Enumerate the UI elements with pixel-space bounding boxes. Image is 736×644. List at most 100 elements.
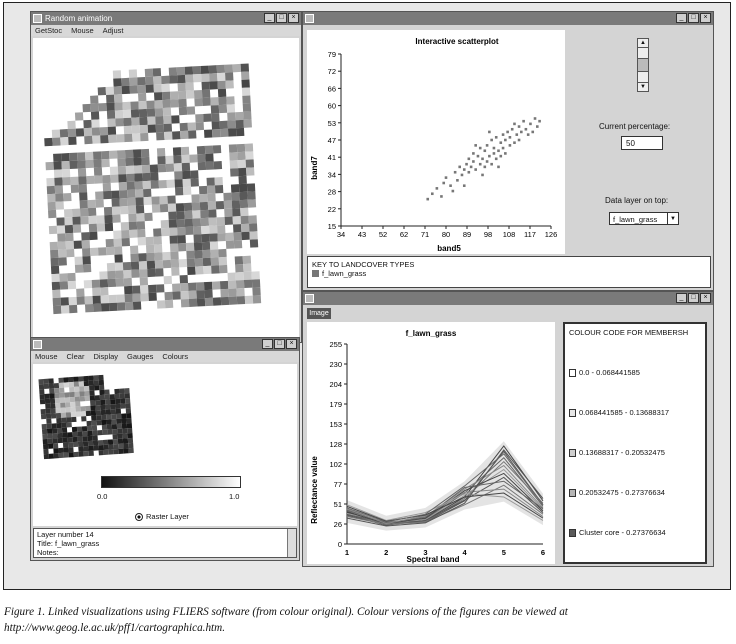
animation-titlebar[interactable]: Random animation _ □ × bbox=[31, 12, 301, 25]
scatter-point bbox=[460, 173, 464, 177]
scatterplot-panel[interactable]: Interactive scatterplot band5 band7 15 22… bbox=[307, 30, 565, 254]
info-scrollbar[interactable] bbox=[287, 529, 296, 557]
scatter-point bbox=[431, 192, 434, 196]
data-layer-select[interactable]: f_lawn_grass ▼ bbox=[609, 212, 679, 225]
raster-cell bbox=[90, 405, 96, 411]
animation-cell bbox=[114, 246, 123, 255]
minimize-icon[interactable]: _ bbox=[676, 13, 687, 23]
legend-item: Cluster core - 0.27376634 bbox=[569, 528, 666, 537]
close-icon[interactable]: × bbox=[288, 13, 299, 23]
animation-cell bbox=[123, 269, 132, 279]
scatter-point bbox=[497, 149, 500, 153]
animation-cell bbox=[201, 89, 211, 98]
spectral-profile-chart[interactable]: f_lawn_grass Spectral band Reflectance v… bbox=[307, 322, 555, 564]
animation-cell bbox=[106, 94, 115, 103]
current-percentage-input[interactable]: 50 bbox=[621, 136, 663, 150]
scatter-point bbox=[488, 130, 491, 134]
animation-cell bbox=[203, 281, 213, 291]
window-menu-icon[interactable] bbox=[305, 14, 314, 23]
minimize-icon[interactable]: _ bbox=[676, 293, 687, 303]
window-menu-icon[interactable] bbox=[305, 294, 314, 303]
scatter-point bbox=[444, 176, 448, 179]
profile-titlebar[interactable]: _ □ × bbox=[303, 292, 713, 305]
raster-cell bbox=[52, 433, 58, 439]
profile-panel[interactable]: f_lawn_grass Spectral band Reflectance v… bbox=[307, 322, 555, 564]
minimize-icon[interactable]: _ bbox=[264, 13, 275, 23]
animation-cell bbox=[128, 221, 138, 230]
raster-cell bbox=[80, 406, 86, 412]
raster-cell bbox=[90, 400, 96, 406]
raster-cell bbox=[127, 437, 134, 444]
percentage-slider[interactable]: ▲ ▼ bbox=[637, 38, 649, 92]
animation-cell bbox=[186, 106, 196, 115]
image-tab[interactable]: Image bbox=[307, 308, 331, 319]
animation-cell bbox=[219, 280, 229, 290]
animation-cell bbox=[217, 88, 227, 98]
radio-selected-icon[interactable] bbox=[135, 512, 143, 521]
animation-cell bbox=[107, 278, 117, 288]
animation-cell bbox=[107, 118, 116, 127]
animation-cell bbox=[132, 301, 142, 310]
raster-cell bbox=[110, 409, 117, 415]
menu-getstoc[interactable]: GetStoc bbox=[35, 26, 63, 35]
animation-cell bbox=[59, 273, 68, 282]
animation-cell bbox=[135, 205, 145, 214]
close-icon[interactable]: × bbox=[700, 293, 711, 303]
animation-cell bbox=[240, 207, 249, 217]
raster-layer-option[interactable]: Raster Layer bbox=[135, 512, 189, 521]
maximize-icon[interactable]: □ bbox=[688, 13, 699, 23]
raster-cell bbox=[112, 429, 118, 435]
animation-cell bbox=[140, 293, 149, 302]
random-animation-raster[interactable] bbox=[33, 38, 299, 340]
animation-cell bbox=[188, 130, 197, 139]
scatterplot-titlebar[interactable]: _ □ × bbox=[303, 12, 713, 25]
animation-cell bbox=[63, 208, 73, 218]
raster-cell bbox=[63, 377, 69, 383]
window-menu-icon[interactable] bbox=[33, 14, 42, 23]
maximize-icon[interactable]: □ bbox=[274, 339, 285, 349]
menu-mouse[interactable]: Mouse bbox=[35, 352, 58, 361]
animation-cell bbox=[227, 128, 237, 137]
animation-cell bbox=[97, 87, 107, 96]
animation-cell bbox=[206, 185, 216, 194]
menu-clear[interactable]: Clear bbox=[66, 352, 85, 361]
animation-cell bbox=[116, 302, 126, 311]
animation-cell bbox=[136, 213, 145, 222]
animation-cell bbox=[122, 261, 132, 271]
animation-cell bbox=[218, 104, 228, 114]
menu-mouse[interactable]: Mouse bbox=[71, 26, 94, 35]
animation-cell bbox=[211, 121, 220, 130]
raster-panel[interactable]: 0.0 1.0 Raster Layer bbox=[33, 364, 297, 526]
raster-cell bbox=[96, 420, 102, 426]
raster-cell bbox=[72, 436, 78, 443]
animation-cell bbox=[63, 192, 72, 202]
profile-ytick-label: 26 bbox=[334, 520, 342, 529]
scatter-point bbox=[472, 152, 475, 155]
maximize-icon[interactable]: □ bbox=[688, 293, 699, 303]
raster-map[interactable] bbox=[33, 364, 297, 526]
raster-cell bbox=[65, 407, 71, 413]
maximize-icon[interactable]: □ bbox=[276, 13, 287, 23]
minimize-icon[interactable]: _ bbox=[262, 339, 273, 349]
raster-cell bbox=[43, 378, 49, 385]
animation-cell bbox=[247, 199, 257, 208]
animation-cell bbox=[151, 204, 161, 213]
scatter-point bbox=[426, 197, 430, 201]
slider-up-arrow[interactable]: ▲ bbox=[638, 39, 648, 48]
animation-cell bbox=[111, 206, 121, 215]
slider-thumb[interactable] bbox=[638, 58, 648, 72]
window-menu-icon[interactable] bbox=[33, 340, 42, 349]
menu-gauges[interactable]: Gauges bbox=[127, 352, 154, 361]
close-icon[interactable]: × bbox=[700, 13, 711, 23]
chevron-down-icon[interactable]: ▼ bbox=[667, 213, 678, 224]
menu-adjust[interactable]: Adjust bbox=[102, 26, 124, 35]
raster-cell bbox=[115, 398, 121, 405]
scatterplot-chart[interactable]: Interactive scatterplot band5 band7 15 22… bbox=[307, 30, 565, 254]
menu-colours[interactable]: Colours bbox=[162, 352, 189, 361]
raster-cell bbox=[60, 407, 66, 413]
slider-down-arrow[interactable]: ▼ bbox=[638, 82, 648, 91]
close-icon[interactable]: × bbox=[286, 339, 297, 349]
animation-canvas[interactable] bbox=[33, 38, 299, 340]
menu-display[interactable]: Display bbox=[93, 352, 119, 361]
raster-titlebar[interactable]: _ □ × bbox=[31, 338, 299, 351]
